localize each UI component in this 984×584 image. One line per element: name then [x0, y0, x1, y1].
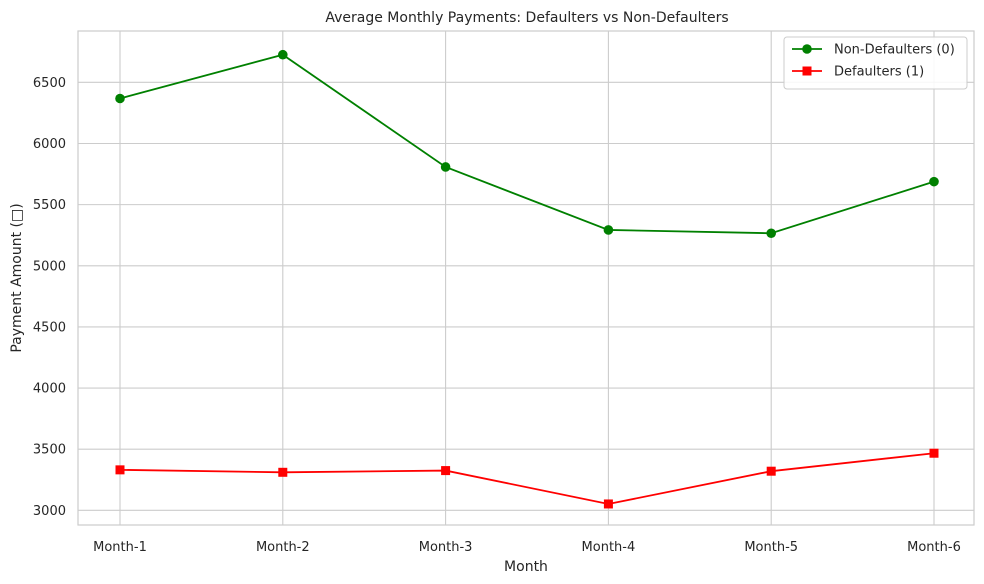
tick-labels: 3000 3500 4000 4500 5000 5500 6000 6500 Month-1 M…: [33, 76, 961, 555]
series-1-point: [115, 93, 125, 104]
series-1-point: [440, 162, 451, 172]
series-2-point: [766, 466, 776, 476]
x-tick-label: Month-4: [582, 540, 636, 555]
series-line-2: [119, 452, 935, 505]
y-tick-label: 6500: [33, 76, 66, 91]
series-1-point: [929, 176, 939, 187]
series-2-point: [441, 466, 451, 476]
plot-frame: [77, 30, 975, 526]
series-2-point: [929, 448, 939, 458]
x-tick-label: Month-2: [256, 540, 310, 555]
x-tick-label: Month-1: [93, 540, 147, 555]
x-tick-label: Month-6: [907, 540, 961, 555]
y-tick-label: 4000: [33, 382, 66, 397]
x-axis-label: Month: [504, 559, 548, 575]
legend-marker-1: [802, 44, 812, 54]
x-tick-label: Month-5: [744, 540, 798, 555]
series-2-point: [115, 465, 125, 475]
y-tick-label: 5000: [33, 259, 66, 274]
legend-label-2: Defaulters (1): [834, 65, 924, 80]
series-line-1: [119, 53, 935, 235]
legend-box: [783, 36, 968, 90]
legend-marker-2: [802, 66, 812, 76]
series-1-point: [278, 49, 288, 60]
y-tick-label: 3500: [33, 443, 66, 458]
series-2-point: [278, 467, 288, 477]
y-tick-label: 6000: [33, 137, 66, 152]
legend: Non-Defaulters (0) Defaulters (1): [783, 36, 968, 90]
grid: [78, 31, 974, 525]
y-axis-label: Payment Amount (□): [9, 203, 25, 352]
series-1-point: [603, 225, 614, 235]
x-tick-label: Month-3: [419, 540, 473, 555]
series-layer: [115, 49, 939, 509]
y-tick-label: 3000: [33, 504, 66, 519]
y-tick-label: 4500: [33, 320, 66, 335]
series-1-point: [766, 228, 776, 239]
y-tick-label: 5500: [33, 198, 66, 213]
chart-title: Average Monthly Payments: Defaulters vs …: [325, 10, 728, 26]
legend-label-1: Non-Defaulters (0): [834, 43, 955, 58]
series-2-point: [603, 499, 613, 509]
